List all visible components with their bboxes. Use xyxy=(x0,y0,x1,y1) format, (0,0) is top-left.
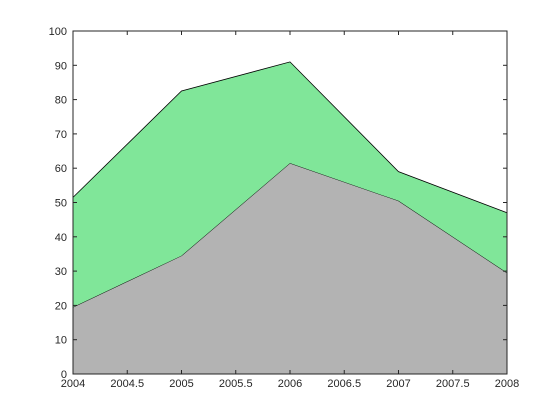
area-series-2 xyxy=(73,61,507,308)
area-layers xyxy=(72,61,508,374)
x-axis-tick-labels: 2004 2004.5 2005 2005.5 2006 2006.5 2007 2007.5… xyxy=(61,378,519,390)
x-tick-label: 2004 xyxy=(61,378,85,390)
y-tick-label: 0 xyxy=(61,369,67,381)
x-tick-label: 2006.5 xyxy=(327,378,361,390)
y-tick-label: 80 xyxy=(55,95,67,107)
x-tick-label: 2007 xyxy=(386,378,410,390)
x-tick-label: 2007.5 xyxy=(436,378,470,390)
plot-frame xyxy=(72,30,508,375)
x-tick-label: 2006 xyxy=(278,378,302,390)
x-tick-label: 2005 xyxy=(169,378,193,390)
y-tick-label: 30 xyxy=(55,266,67,278)
area-series-1 xyxy=(73,163,507,374)
x-tick-label: 2005.5 xyxy=(219,378,253,390)
y-axis-tick-labels: 0 10 20 30 40 50 60 70 80 90 100 xyxy=(49,26,67,381)
area-series-2-edge xyxy=(72,61,508,214)
y-tick-label: 90 xyxy=(55,60,67,72)
x-tick-label: 2004.5 xyxy=(110,378,144,390)
y-tick-label: 70 xyxy=(55,129,67,141)
x-tick-label: 2008 xyxy=(495,378,519,390)
y-tick-label: 20 xyxy=(55,300,67,312)
y-tick-label: 40 xyxy=(55,232,67,244)
y-tick-label: 50 xyxy=(55,198,67,210)
y-tick-label: 60 xyxy=(55,163,67,175)
y-tick-label: 100 xyxy=(49,26,67,38)
y-tick-label: 10 xyxy=(55,335,67,347)
